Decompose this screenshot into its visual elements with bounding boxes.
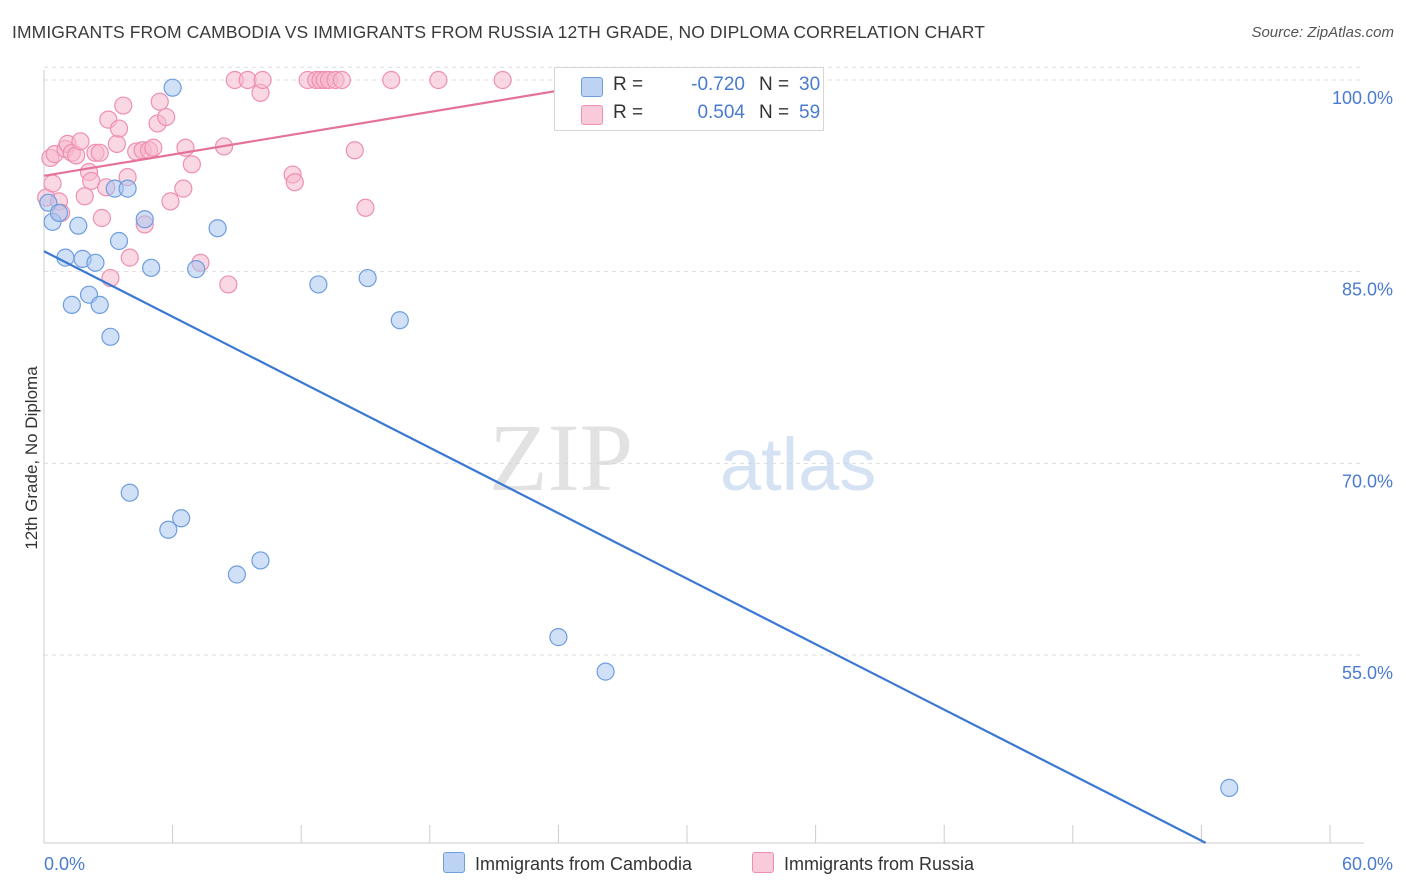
cambodia-point xyxy=(49,203,69,222)
legend-n-value: 30 xyxy=(799,74,821,95)
russia-point xyxy=(332,70,352,90)
russia-point xyxy=(493,70,512,90)
russia-trend-line xyxy=(43,78,623,177)
russia-point xyxy=(92,208,111,228)
cambodia-trend-line xyxy=(43,250,1207,844)
cambodia-point xyxy=(208,219,227,238)
y-axis-title: 12th Grade, No Diploma xyxy=(22,366,41,550)
x-tick-label: 0.0% xyxy=(44,854,85,874)
russia-point xyxy=(253,70,272,90)
legend-r-value: -0.720 xyxy=(691,74,745,95)
cambodia-point xyxy=(159,520,178,539)
russia-point xyxy=(90,143,109,162)
grid-lines xyxy=(44,66,1364,656)
zipatlas-watermark: ZIP atlas xyxy=(489,404,876,511)
russia-point xyxy=(285,173,304,192)
cambodia-point xyxy=(596,662,615,681)
cambodia-point xyxy=(309,275,328,294)
cambodia-legend-label: Immigrants from Cambodia xyxy=(475,854,693,874)
russia-point xyxy=(161,192,180,211)
russia-point xyxy=(109,119,129,138)
cambodia-point xyxy=(135,210,154,229)
russia-point xyxy=(219,275,238,294)
russia-point xyxy=(75,187,94,206)
cambodia-point xyxy=(163,78,182,97)
cambodia-points xyxy=(39,78,1239,797)
russia-point xyxy=(43,174,62,193)
legend-n-value: 59 xyxy=(799,102,821,123)
russia-point xyxy=(382,70,401,90)
cambodia-point xyxy=(118,179,137,198)
axes xyxy=(43,70,1364,844)
russia-legend-swatch xyxy=(752,852,774,873)
russia-point xyxy=(345,141,364,160)
cambodia-point xyxy=(62,295,81,314)
cambodia-point xyxy=(549,628,568,647)
russia-point xyxy=(144,138,163,157)
chart-title: IMMIGRANTS FROM CAMBODIA VS IMMIGRANTS F… xyxy=(12,22,986,42)
watermark-zip: ZIP xyxy=(489,404,633,511)
y-tick-label: 55.0% xyxy=(1342,663,1393,683)
cambodia-point xyxy=(101,327,120,346)
cambodia-point xyxy=(1220,778,1239,797)
russia-point xyxy=(82,171,101,191)
tick-labels: 55.0% 70.0% 85.0% 100.0% 0.0% 60.0% xyxy=(44,88,1393,874)
correlation-legend: R = -0.720 N = 30 R = 0.504 N = 59 xyxy=(554,67,824,131)
russia-point xyxy=(174,179,193,198)
cambodia-point xyxy=(251,551,270,570)
cambodia-point xyxy=(90,295,109,314)
cambodia-point xyxy=(109,231,129,251)
cambodia-point xyxy=(142,258,161,277)
legend-n-label: N = xyxy=(759,102,790,123)
legend-r-value: 0.504 xyxy=(697,102,745,123)
cambodia-point xyxy=(69,216,88,235)
cambodia-point xyxy=(227,565,246,584)
source-note: Source: ZipAtlas.com xyxy=(1251,24,1394,41)
russia-point xyxy=(71,132,90,151)
cambodia-point xyxy=(358,268,377,288)
cambodia-legend-swatch xyxy=(443,852,465,873)
trend-lines xyxy=(43,78,1207,844)
russia-legend-label: Immigrants from Russia xyxy=(784,854,975,874)
legend-r-label: R = xyxy=(613,102,644,123)
legend-item-cambodia[interactable]: Immigrants from Cambodia xyxy=(443,852,692,875)
russia-point xyxy=(150,92,169,111)
legend-n-label: N = xyxy=(759,74,790,95)
cambodia-point xyxy=(86,253,105,272)
russia-point xyxy=(157,107,176,127)
russia-point xyxy=(107,134,126,153)
cambodia-point xyxy=(172,509,191,528)
russia-points xyxy=(37,70,789,294)
russia-point xyxy=(182,155,201,174)
legend-item-russia[interactable]: Immigrants from Russia xyxy=(752,852,974,875)
cambodia-point xyxy=(120,483,139,502)
legend-r-label: R = xyxy=(613,74,644,95)
cambodia-point xyxy=(390,311,409,330)
watermark-atlas: atlas xyxy=(720,423,876,506)
russia-point xyxy=(356,198,375,217)
russia-point xyxy=(429,70,448,90)
cambodia-point xyxy=(187,260,206,279)
russia-point xyxy=(120,248,139,267)
russia-swatch xyxy=(581,105,603,125)
russia-point xyxy=(114,96,133,115)
cambodia-point xyxy=(56,248,75,267)
y-tick-label: 85.0% xyxy=(1342,280,1393,300)
y-tick-label: 100.0% xyxy=(1332,88,1393,108)
cambodia-swatch xyxy=(581,77,603,97)
x-tick-label: 60.0% xyxy=(1342,854,1393,874)
y-tick-label: 70.0% xyxy=(1342,471,1393,491)
